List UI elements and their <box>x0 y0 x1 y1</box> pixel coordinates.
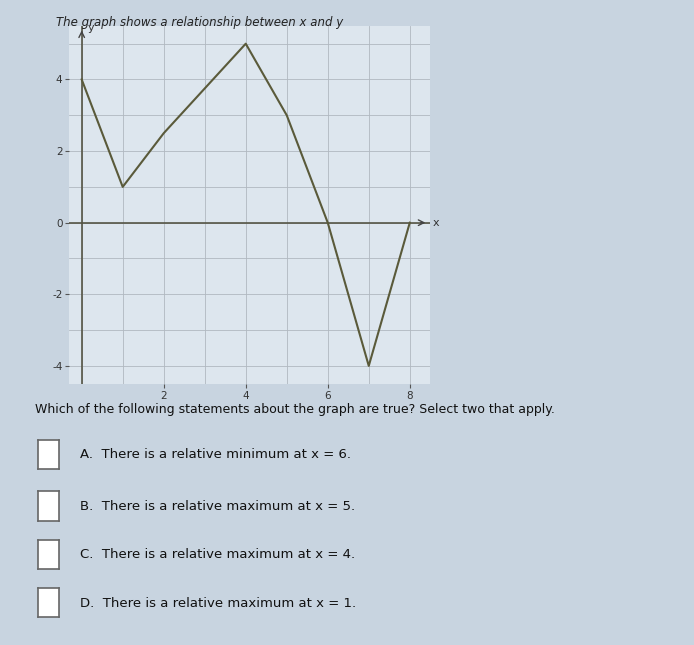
Text: C.  There is a relative maximum at x = 4.: C. There is a relative maximum at x = 4. <box>80 548 355 561</box>
Text: y: y <box>88 23 94 33</box>
Text: A.  There is a relative minimum at x = 6.: A. There is a relative minimum at x = 6. <box>80 448 350 461</box>
Text: Which of the following statements about the graph are true? Select two that appl: Which of the following statements about … <box>35 403 555 416</box>
Text: x: x <box>432 217 439 228</box>
Text: B.  There is a relative maximum at x = 5.: B. There is a relative maximum at x = 5. <box>80 500 355 513</box>
Text: D.  There is a relative maximum at x = 1.: D. There is a relative maximum at x = 1. <box>80 597 356 610</box>
Text: The graph shows a relationship between x and y: The graph shows a relationship between x… <box>56 16 343 29</box>
